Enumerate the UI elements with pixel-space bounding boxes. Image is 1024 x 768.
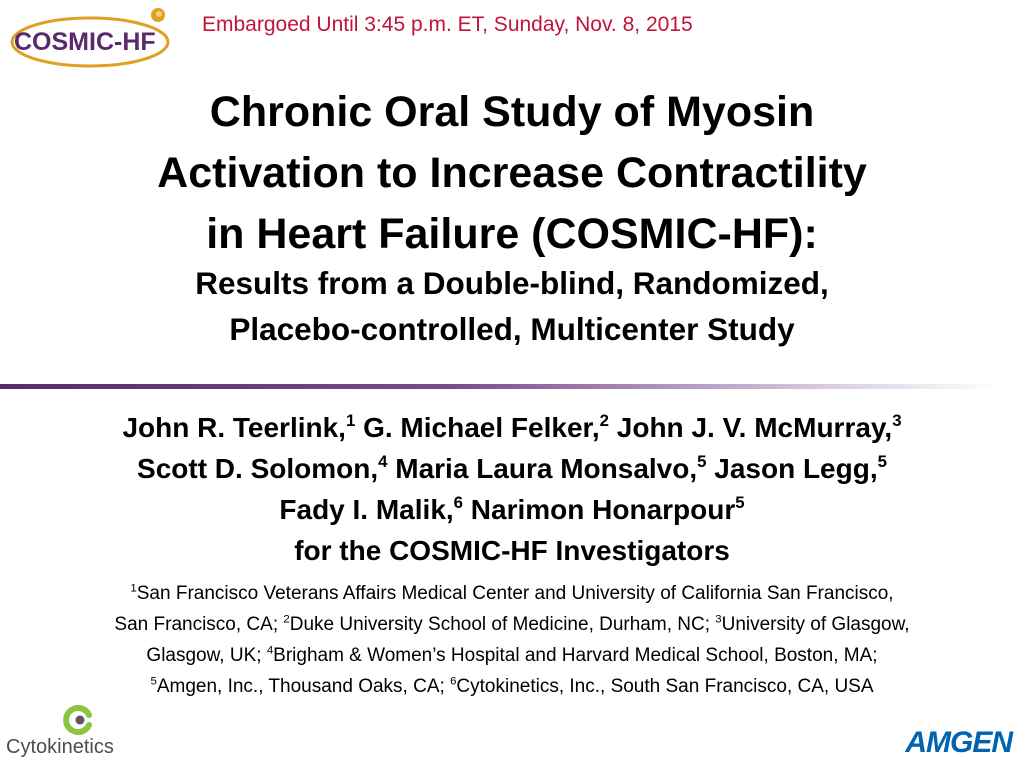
cytokinetics-logo-mark: [63, 705, 92, 735]
author-name: John R. Teerlink,: [122, 412, 346, 443]
affiliation-text: Amgen, Inc., Thousand Oaks, CA;: [156, 676, 451, 697]
author-affiliation-marker: 5: [877, 452, 887, 472]
presentation-subtitle: Results from a Double-blind, Randomized,…: [0, 260, 1024, 352]
author-name: Jason Legg,: [706, 453, 878, 484]
author-affiliation-marker: 4: [378, 452, 388, 472]
presentation-title: Chronic Oral Study of Myosin Activation …: [0, 82, 1024, 265]
affiliation-marker: 6: [450, 675, 457, 688]
affiliation-marker: 5: [150, 675, 157, 688]
affiliation-text: Duke University School of Medicine, Durh…: [289, 614, 716, 635]
affiliation-text: San Francisco, CA;: [114, 614, 284, 635]
affiliation-line-4: 5Amgen, Inc., Thousand Oaks, CA; 6Cytoki…: [0, 671, 1024, 702]
subtitle-line-1: Results from a Double-blind, Randomized,: [195, 265, 829, 301]
affiliation-text: Brigham & Women’s Hospital and Harvard M…: [273, 645, 878, 666]
author-affiliation-marker: 1: [345, 411, 356, 431]
affiliation-line-3: Glasgow, UK; 4Brigham & Women’s Hospital…: [0, 640, 1024, 671]
author-name: John J. V. McMurray,: [609, 412, 893, 443]
amgen-logo: AMGEN: [896, 726, 1013, 760]
investigator-group: for the COSMIC-HF Investigators: [294, 535, 730, 566]
author-name: Fady I. Malik,: [279, 494, 454, 525]
cytokinetics-logo-text: Cytokinetics: [6, 736, 114, 758]
affiliation-list: 1San Francisco Veterans Affairs Medical …: [0, 578, 1024, 702]
author-name: Maria Laura Monsalvo,: [387, 453, 698, 484]
cosmic-hf-logo: COSMIC-HF: [8, 6, 176, 72]
affiliation-text: Glasgow, UK;: [146, 645, 267, 666]
author-affiliation-marker: 5: [697, 452, 707, 472]
amgen-logo-text: AMGEN: [905, 726, 1013, 759]
author-list: John R. Teerlink,1 G. Michael Felker,2 J…: [0, 407, 1024, 571]
section-divider: [0, 384, 1000, 389]
affiliation-text: University of Glasgow,: [721, 614, 910, 635]
affiliation-line-1: 1San Francisco Veterans Affairs Medical …: [0, 578, 1024, 609]
affiliation-marker: 1: [130, 582, 137, 595]
embargo-notice: Embargoed Until 3:45 p.m. ET, Sunday, No…: [202, 13, 693, 36]
affiliation-marker: 3: [715, 613, 722, 626]
title-line-2: Activation to Increase Contractility: [157, 149, 867, 197]
affiliation-marker: 4: [266, 644, 274, 657]
author-line-3: Fady I. Malik,6 Narimon Honarpour5: [0, 489, 1024, 530]
cosmic-hf-logo-text: COSMIC-HF: [14, 28, 156, 56]
author-name: G. Michael Felker,: [355, 412, 600, 443]
subtitle-line-2: Placebo-controlled, Multicenter Study: [229, 311, 795, 347]
author-affiliation-marker: 2: [599, 411, 609, 431]
author-affiliation-marker: 5: [735, 493, 745, 513]
title-line-1: Chronic Oral Study of Myosin: [209, 88, 815, 136]
author-affiliation-marker: 6: [453, 493, 464, 513]
author-line-1: John R. Teerlink,1 G. Michael Felker,2 J…: [0, 407, 1024, 448]
author-name: Narimon Honarpour: [463, 494, 736, 525]
affiliation-line-2: San Francisco, CA; 2Duke University Scho…: [0, 609, 1024, 640]
affiliation-marker: 2: [283, 613, 290, 626]
author-affiliation-marker: 3: [892, 411, 902, 431]
affiliation-text: San Francisco Veterans Affairs Medical C…: [136, 583, 894, 604]
title-line-3: in Heart Failure (COSMIC-HF):: [206, 210, 818, 258]
cosmic-hf-logo-mark: COSMIC-HF: [10, 8, 170, 68]
author-name: Scott D. Solomon,: [137, 453, 379, 484]
cytokinetics-logo: Cytokinetics: [6, 704, 146, 760]
author-line-2: Scott D. Solomon,4 Maria Laura Monsalvo,…: [0, 448, 1024, 489]
affiliation-text: Cytokinetics, Inc., South San Francisco,…: [456, 676, 874, 697]
